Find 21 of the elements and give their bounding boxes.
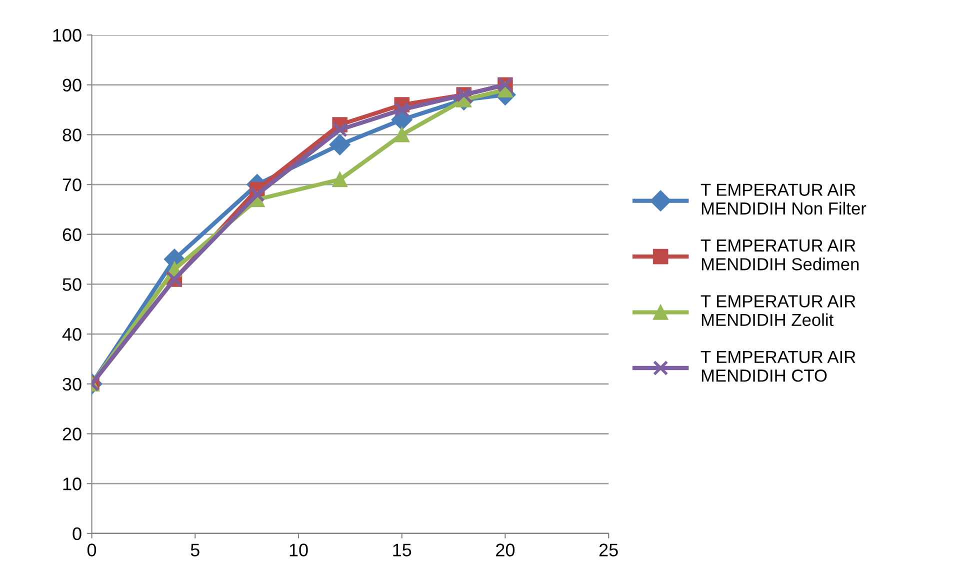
y-tick-label: 10: [63, 478, 82, 490]
legend-label: T EMPERATUR AIR MENDIDIH Non Filter: [700, 184, 866, 215]
x-tick-label: 20: [496, 544, 515, 556]
y-tick-label: 80: [62, 128, 82, 142]
y-tick-label: 0: [72, 527, 82, 540]
y-tick-label: 40: [62, 328, 82, 341]
x-tick-label: 0: [87, 544, 96, 556]
y-tick-label: 90: [62, 78, 82, 92]
y-tick-label: 60: [62, 228, 82, 242]
y-tick-label: 30: [62, 378, 82, 391]
x-tick-label: 5: [190, 544, 200, 556]
x-tick-label: 10: [290, 544, 308, 556]
y-tick-label: 20: [62, 428, 82, 440]
legend-label: T EMPERATUR AIR MENDIDIH Zeolit: [700, 295, 856, 326]
y-tick-label: 70: [62, 178, 82, 192]
x-tick-label: 15: [393, 544, 412, 556]
y-tick-label: 50: [62, 278, 82, 291]
legend-label: T EMPERATUR AIR MENDIDIH Sedimen: [700, 240, 859, 270]
legend-label: T EMPERATUR AIR MENDIDIH CTO: [700, 350, 856, 382]
x-tick-label: 25: [599, 544, 618, 556]
y-tick-label: 100: [53, 28, 82, 42]
